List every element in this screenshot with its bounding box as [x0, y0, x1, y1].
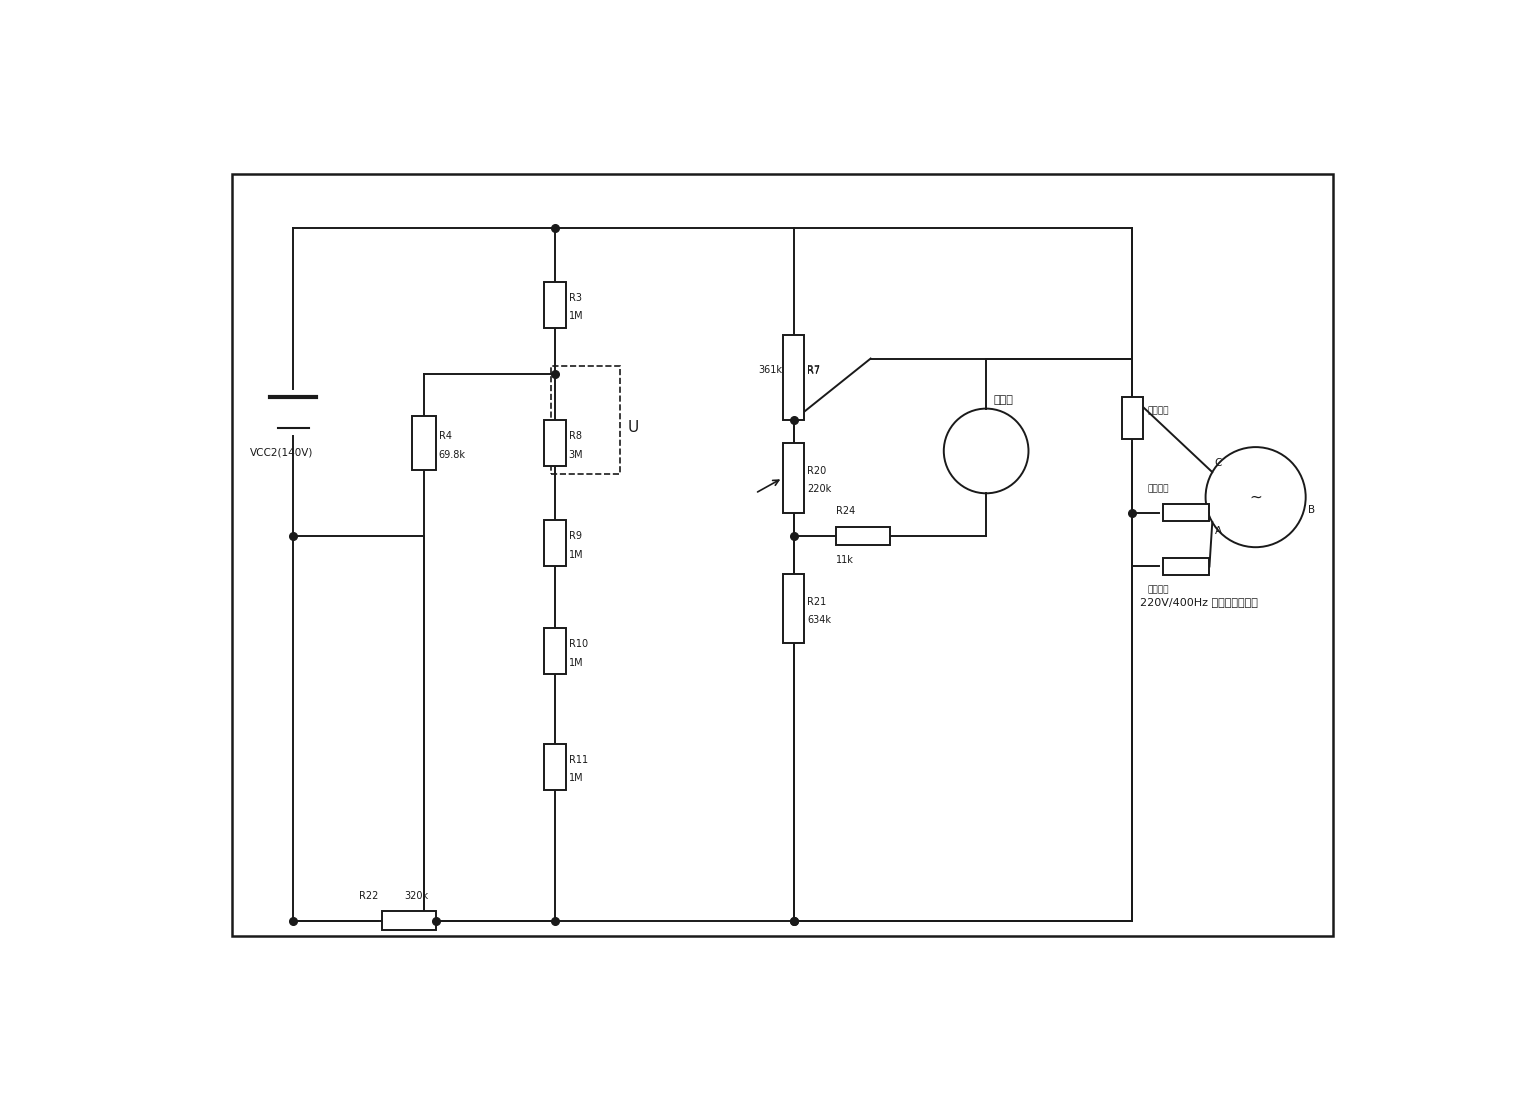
Bar: [1163, 557, 1210, 575]
Bar: [783, 574, 804, 644]
Text: 11k: 11k: [836, 555, 854, 565]
Text: R21: R21: [807, 597, 827, 607]
Bar: [544, 629, 566, 675]
Bar: [783, 335, 804, 420]
Text: 220V/400Hz 三相交流发电机: 220V/400Hz 三相交流发电机: [1140, 597, 1258, 608]
Text: 绝缘表: 绝缘表: [993, 395, 1014, 405]
Bar: [544, 281, 566, 327]
Text: 绝缘电阻: 绝缘电阻: [1148, 586, 1169, 595]
Text: R20: R20: [807, 466, 827, 476]
Bar: [1122, 397, 1143, 439]
Bar: [1163, 504, 1210, 521]
Text: 361k: 361k: [759, 365, 783, 376]
Text: 绝缘电阻: 绝缘电阻: [1148, 406, 1169, 415]
Bar: [836, 527, 890, 544]
Text: R4: R4: [439, 431, 451, 441]
Bar: [382, 911, 436, 931]
Text: R3: R3: [569, 292, 581, 302]
Text: C: C: [1214, 459, 1222, 469]
Text: 320k: 320k: [404, 891, 428, 901]
Text: R11: R11: [569, 754, 587, 764]
Bar: [783, 443, 804, 512]
Text: R7: R7: [807, 365, 821, 376]
Text: R22: R22: [359, 891, 378, 901]
Bar: [544, 420, 566, 466]
Text: 69.8k: 69.8k: [439, 450, 466, 460]
Text: A: A: [1214, 526, 1222, 537]
Text: R8: R8: [569, 431, 581, 441]
Text: R9: R9: [569, 531, 581, 541]
Text: R24: R24: [836, 506, 855, 517]
Text: VCC2(140V): VCC2(140V): [250, 447, 313, 457]
Bar: [551, 366, 621, 474]
Text: 3M: 3M: [569, 450, 583, 460]
Text: 1M: 1M: [569, 550, 583, 560]
Text: 1M: 1M: [569, 773, 583, 783]
Text: U: U: [628, 420, 639, 436]
Text: 220k: 220k: [807, 484, 831, 495]
Text: 1M: 1M: [569, 311, 583, 321]
Text: 绝缘电阻: 绝缘电阻: [1148, 484, 1169, 494]
Bar: [412, 416, 436, 470]
Bar: [544, 744, 566, 789]
Text: ~: ~: [1249, 489, 1263, 505]
Text: B: B: [1308, 505, 1316, 516]
Text: 634k: 634k: [807, 615, 831, 625]
Text: 1M: 1M: [569, 658, 583, 668]
Text: R10: R10: [569, 639, 587, 649]
Text: R7: R7: [807, 366, 821, 376]
Bar: [544, 520, 566, 566]
